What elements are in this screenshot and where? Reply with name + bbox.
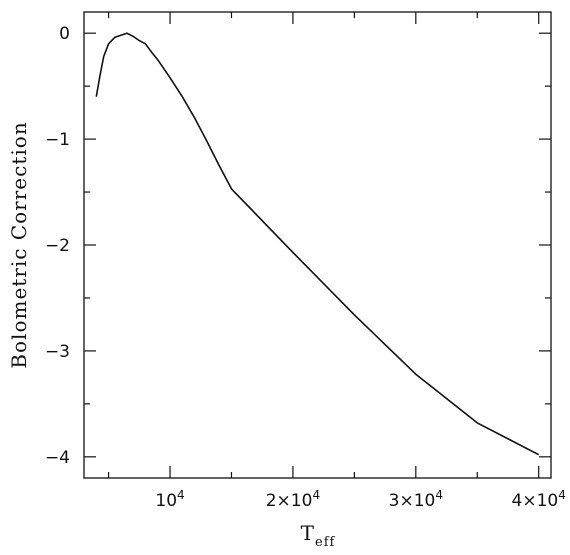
plot-frame — [83, 11, 552, 479]
x-tick-label-exponent: 4 — [558, 488, 566, 502]
x-axis-title: Teff — [301, 521, 336, 550]
y-tick-label: −4 — [45, 448, 70, 468]
x-tick-label: 2×104 — [266, 488, 320, 511]
y-tick-label: 0 — [59, 24, 70, 44]
x-tick-label-exponent: 4 — [177, 488, 185, 502]
x-tick-label: 104 — [155, 488, 184, 511]
axis-ticks — [84, 12, 551, 478]
y-axis-title: Bolometric Correction — [7, 121, 31, 368]
series-layer — [95, 32, 540, 456]
x-tick-label-base: 10 — [155, 491, 177, 511]
x-tick-label-base: 4×10 — [512, 491, 559, 511]
y-tick-label: −3 — [45, 342, 70, 362]
x-axis-title-subscript: eff — [315, 535, 336, 550]
y-tick-label: −1 — [45, 130, 70, 150]
x-tick-label-exponent: 4 — [312, 488, 320, 502]
y-tick-label: −2 — [45, 236, 70, 256]
series-line — [95, 32, 540, 456]
x-tick-label-base: 3×10 — [389, 491, 436, 511]
x-tick-label-base: 2×10 — [266, 491, 313, 511]
x-tick-label: 4×104 — [512, 488, 566, 511]
x-tick-label: 3×104 — [389, 488, 443, 511]
x-tick-label-exponent: 4 — [435, 488, 443, 502]
